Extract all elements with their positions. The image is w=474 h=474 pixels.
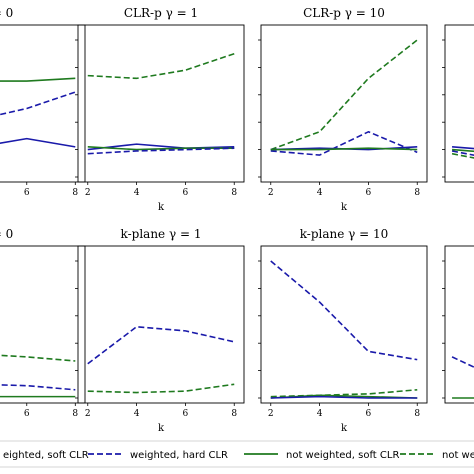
series-line: [451, 152, 474, 159]
x-axis-label: k: [158, 202, 165, 213]
legend: eighted, soft CLR weighted, hard CLR not w…: [0, 440, 474, 468]
x-tick-label: 8: [72, 409, 78, 419]
series-line: [87, 147, 235, 155]
x-tick-label: 8: [414, 188, 420, 198]
x-tick-label: 6: [24, 409, 30, 419]
x-axis-label: k: [341, 423, 348, 434]
panel-1: 6 8 = 0: [0, 6, 86, 198]
series-line: [270, 395, 418, 399]
panel-3: 2 4 6 8 CLR-p γ = 10 k: [258, 6, 428, 213]
series-line: [270, 130, 418, 156]
legend-label: weighted, hard CLR: [130, 450, 228, 461]
x-tick-label: 2: [85, 188, 91, 198]
x-tick-label: 2: [268, 409, 274, 419]
x-tick-label: 6: [366, 409, 372, 419]
x-tick-label: 4: [317, 409, 323, 419]
series-line: [451, 146, 474, 150]
x-tick-label: 2: [268, 188, 274, 198]
series-line: [0, 137, 76, 148]
series-line: [0, 91, 76, 116]
series-line: [270, 39, 418, 151]
axes-frame: [260, 245, 428, 404]
panel-7: 2 4 6 8 k-plane γ = 10 k: [258, 227, 428, 434]
series-line: [0, 384, 76, 391]
x-tick-label: 8: [231, 188, 237, 198]
x-tick-label: 6: [366, 188, 372, 198]
x-tick-label: 8: [72, 188, 78, 198]
series-group: [0, 354, 76, 398]
panel-6: 2 4 6 8 k-plane γ = 1 k: [75, 227, 245, 434]
x-tick-label: 4: [317, 188, 323, 198]
series-line: [87, 52, 235, 80]
series-group: [270, 260, 418, 399]
series-line: [451, 148, 474, 153]
panel-4: [442, 24, 474, 183]
axes-frame: [260, 24, 428, 183]
legend-label: not weighted, hard CLR: [442, 450, 474, 461]
axes-frame: [0, 24, 86, 183]
series-line: [270, 260, 418, 361]
series-group: [451, 356, 474, 399]
x-tick-label: 4: [134, 188, 140, 198]
series-line: [451, 356, 474, 369]
x-tick-label: 4: [134, 409, 140, 419]
series-line: [451, 150, 474, 157]
legend-label: not weighted, soft CLR: [286, 450, 399, 461]
series-line: [270, 147, 418, 151]
legend-label: eighted, soft CLR: [3, 450, 89, 461]
axes-frame: [444, 24, 474, 183]
x-tick-label: 8: [231, 409, 237, 419]
x-tick-label: 6: [183, 409, 189, 419]
x-tick-label: 6: [24, 188, 30, 198]
series-line: [87, 325, 235, 365]
axes-frame: [0, 245, 86, 404]
series-group: [270, 39, 418, 156]
axes-frame: [77, 245, 245, 404]
panel-title: k-plane γ = 1: [121, 227, 202, 241]
x-axis-label: k: [341, 202, 348, 213]
axes-frame: [77, 24, 245, 183]
series-group: [87, 52, 235, 155]
panel-title: k-plane γ = 10: [300, 227, 389, 241]
series-line: [0, 77, 76, 82]
x-axis-label: k: [158, 423, 165, 434]
panel-8: [442, 245, 474, 404]
series-line: [0, 354, 76, 362]
legend-frame: [0, 440, 474, 468]
panel-title: = 0: [0, 227, 13, 241]
panel-title: CLR-p γ = 10: [303, 6, 385, 20]
series-line: [87, 383, 235, 394]
panel-2: 2 4 6 8 CLR-p γ = 1 k: [75, 6, 245, 213]
panel-5: 6 8 = 0: [0, 227, 86, 419]
axes-frame: [444, 245, 474, 404]
series-line: [270, 388, 418, 398]
panel-title: = 0: [0, 6, 13, 20]
panel-title: CLR-p γ = 1: [124, 6, 198, 20]
series-group: [451, 146, 474, 159]
x-tick-label: 8: [414, 409, 420, 419]
x-tick-label: 6: [183, 188, 189, 198]
x-tick-label: 2: [85, 409, 91, 419]
series-group: [0, 77, 76, 148]
series-group: [87, 325, 235, 394]
